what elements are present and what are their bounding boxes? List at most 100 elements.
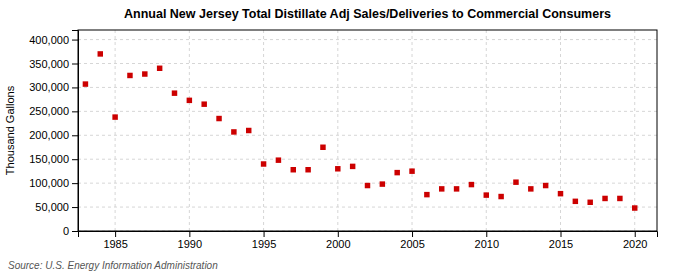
x-tick-label: 1995 [252,238,276,250]
point [142,71,147,76]
grid-line-x [263,30,264,231]
y-tick-mark [72,231,78,232]
point [528,186,533,191]
grid-line-y [78,207,657,208]
y-tick-mark [72,40,78,41]
grid-line-y [78,111,657,112]
grid-line-y [78,135,657,136]
point [246,128,251,133]
grid-line-x [560,30,561,231]
point [409,168,414,173]
point [187,98,192,103]
y-tick-mark [72,64,78,65]
x-tick-label: 2015 [549,238,573,250]
y-tick: 350,000 [29,58,78,70]
point [335,166,340,171]
point [216,116,221,121]
grid-line-y [78,63,657,64]
x-tick-label: 2010 [475,238,499,250]
x-tick-label: 1990 [178,238,202,250]
y-tick: 400,000 [29,34,78,46]
y-tick-label: 100,000 [29,177,69,189]
x-tick-label: 2000 [326,238,350,250]
point [587,200,592,205]
y-tick-label: 400,000 [29,34,69,46]
title: Annual New Jersey Total Distillate Adj S… [124,7,611,21]
plot: 1985 1990 1995 2000 2005 2010 2015 2020 0 50,000 1… [29,30,657,250]
point [291,167,296,172]
x-tick-label: 1985 [103,238,127,250]
y-tick: 200,000 [29,129,78,141]
y-tick-label: 250,000 [29,105,69,117]
grid-line-y [78,39,657,40]
point [454,186,459,191]
grid [78,30,657,231]
point [350,164,355,169]
point [231,129,236,134]
y-tick-mark [72,111,78,112]
x-tick: 2010 [475,231,499,250]
point [484,192,489,197]
x-tick-label: 2020 [623,238,647,250]
point [320,145,325,150]
point [157,66,162,71]
point [127,73,132,78]
x-tick: 2015 [549,231,573,250]
point [201,101,206,106]
point [513,179,518,184]
point [261,161,266,166]
x-tick-mark [412,231,413,237]
y-tick-label: 300,000 [29,81,69,93]
point [469,182,474,187]
y-axis: 0 50,000 100,000 150,000 200,000 250,000 300,0… [29,31,78,238]
y-tick: 300,000 [29,81,78,93]
grid-line-x [412,30,413,231]
y-tick-label: 50,000 [35,201,69,213]
grid-line-y [78,159,657,160]
point [276,157,281,162]
point [305,167,310,172]
x-tick-mark [486,231,487,237]
x-tick: 1990 [178,231,202,250]
x-tick: 2005 [400,231,424,250]
y-tick-mark [72,87,78,88]
point [83,81,88,86]
point [380,181,385,186]
point [543,183,548,188]
y-tick-mark [72,183,78,184]
point [573,199,578,204]
y-axis-title: Thousand Gallons [4,85,16,175]
y-tick: 150,000 [29,153,78,165]
y-tick-mark [72,159,78,160]
grid-line-x [337,30,338,231]
source-note: Source: U.S. Energy Information Administ… [8,260,218,271]
x-tick-mark [561,231,562,237]
grid-line-x [486,30,487,231]
point [365,183,370,188]
grid-line-y [78,87,657,88]
y-tick-mark [72,207,78,208]
chart: 1985 1990 1995 2000 2005 2010 2015 2020 0 50,000 1… [0,0,675,275]
x-tick-mark [635,231,636,237]
y-tick-label: 200,000 [29,129,69,141]
x-tick-label: 2005 [400,238,424,250]
x-tick: 2000 [326,231,350,250]
y-tick: 250,000 [29,105,78,117]
point [172,90,177,95]
point [424,192,429,197]
x-tick-mark [264,231,265,237]
x-axis: 1985 1990 1995 2000 2005 2010 2015 2020 [79,231,658,250]
x-axis-line [79,232,658,238]
x-tick-mark [115,231,116,237]
x-tick: 1995 [252,231,276,250]
point [617,196,622,201]
point [394,170,399,175]
plot-frame [78,30,657,231]
grid-line-x [634,30,635,231]
y-tick: 0 [63,225,78,237]
x-tick-mark [338,231,339,237]
y-tick: 50,000 [35,201,78,213]
points [83,51,638,211]
y-tick: 100,000 [29,177,78,189]
point [602,196,607,201]
